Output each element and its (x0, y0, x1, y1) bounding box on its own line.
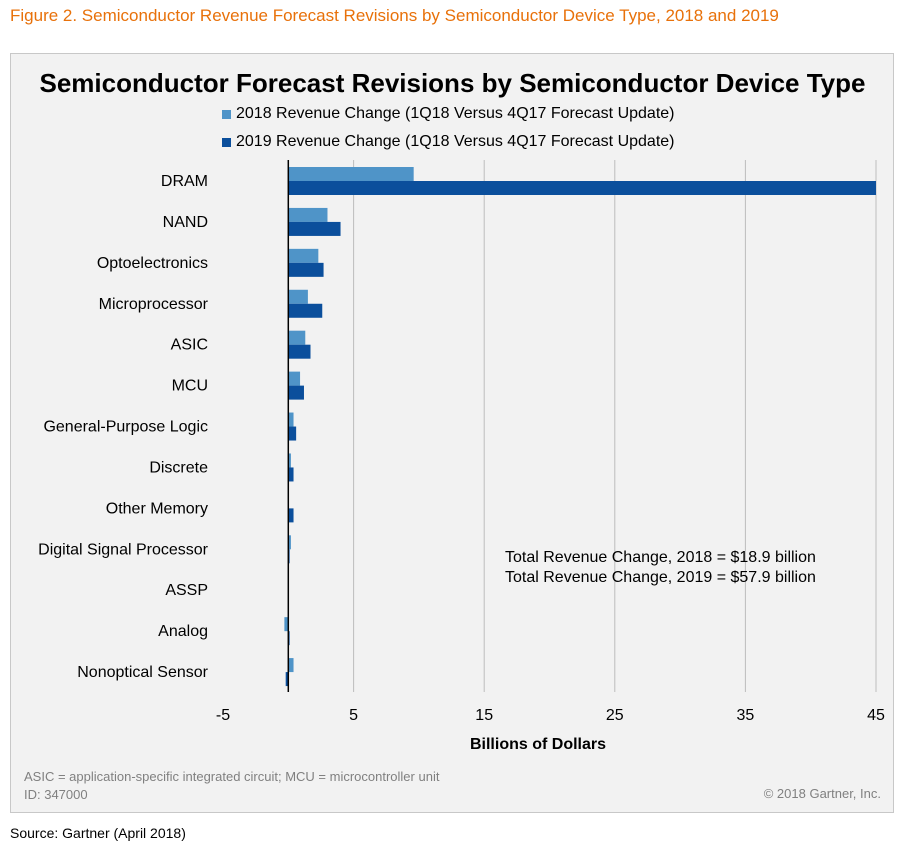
category-label: Analog (158, 623, 208, 640)
x-tick-label: 45 (867, 707, 885, 724)
footnote: ASIC = application-specific integrated c… (24, 768, 439, 804)
bar-2019-5 (288, 385, 304, 400)
category-label: Microprocessor (99, 296, 209, 313)
category-label: NAND (163, 214, 208, 231)
bar-2018-7 (288, 453, 291, 468)
footnote-line-2: ID: 347000 (24, 787, 88, 802)
legend-swatch-2019 (222, 137, 231, 147)
x-tick-label: -5 (216, 707, 230, 724)
bar-2018-11 (284, 617, 289, 632)
legend-item-2019: 2019 Revenue Change (1Q18 Versus 4Q17 Fo… (222, 128, 675, 156)
footnote-line-1: ASIC = application-specific integrated c… (24, 769, 440, 784)
legend-swatch-2018 (222, 109, 231, 119)
legend-label-2018: 2018 Revenue Change (1Q18 Versus 4Q17 Fo… (236, 105, 675, 122)
category-label: ASIC (171, 337, 208, 354)
category-label: Discrete (149, 459, 208, 476)
bar-2018-2 (288, 248, 319, 263)
category-label: Digital Signal Processor (38, 541, 209, 558)
bar-2018-5 (288, 371, 301, 386)
bar-2019-0 (288, 181, 876, 195)
bar-2018-0 (288, 167, 414, 181)
bar-2019-6 (288, 426, 297, 441)
category-label: General-Purpose Logic (43, 419, 208, 436)
x-axis-title: Billions of Dollars (470, 736, 606, 753)
bar-2018-9 (288, 535, 291, 550)
figure-caption: Figure 2. Semiconductor Revenue Forecast… (10, 6, 779, 25)
x-tick-label: 5 (349, 707, 358, 724)
chart-title: Semiconductor Forecast Revisions by Semi… (39, 68, 866, 98)
legend-item-2018: 2018 Revenue Change (1Q18 Versus 4Q17 Fo… (222, 100, 675, 128)
total-2019-annotation: Total Revenue Change, 2019 = $57.9 billi… (505, 569, 816, 586)
category-label: ASSP (165, 582, 208, 599)
category-label: Optoelectronics (97, 255, 208, 272)
category-label: DRAM (161, 173, 208, 190)
category-label: MCU (172, 378, 208, 395)
bar-2018-6 (288, 412, 294, 427)
legend-label-2019: 2019 Revenue Change (1Q18 Versus 4Q17 Fo… (236, 133, 675, 150)
bar-2019-2 (288, 262, 324, 277)
bar-2019-1 (288, 221, 341, 236)
chart-legend: 2018 Revenue Change (1Q18 Versus 4Q17 Fo… (222, 100, 675, 156)
bar-2019-12 (285, 672, 289, 687)
bar-2019-3 (288, 303, 323, 318)
x-tick-label: 35 (737, 707, 755, 724)
bar-2018-1 (288, 207, 328, 222)
bar-2019-7 (288, 467, 294, 482)
bar-2018-12 (288, 658, 294, 673)
total-2018-annotation: Total Revenue Change, 2018 = $18.9 billi… (505, 549, 816, 566)
source-note: Source: Gartner (April 2018) (10, 825, 186, 841)
copyright: © 2018 Gartner, Inc. (763, 786, 881, 801)
x-tick-label: 15 (475, 707, 493, 724)
bar-2018-4 (288, 330, 306, 345)
category-label: Other Memory (106, 500, 208, 517)
bar-2018-3 (288, 289, 308, 304)
chart-panel (10, 53, 894, 813)
x-tick-label: 25 (606, 707, 624, 724)
bar-2019-4 (288, 344, 311, 359)
bar-2019-8 (288, 508, 294, 523)
category-label: Nonoptical Sensor (77, 664, 208, 681)
